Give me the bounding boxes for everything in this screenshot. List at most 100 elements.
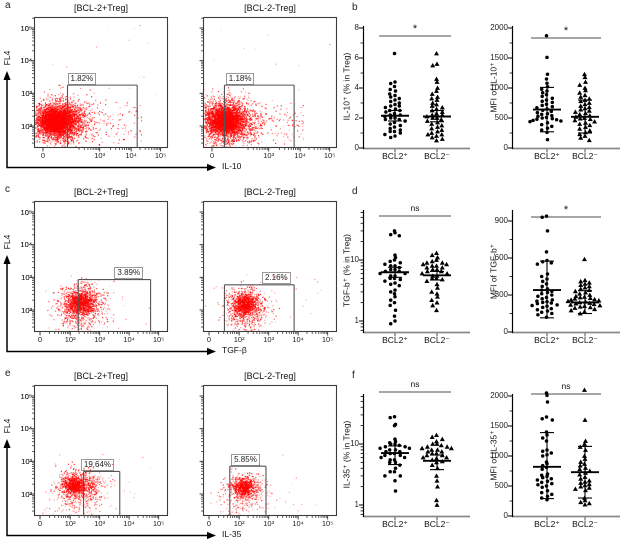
scatter-y-tick-label: 10	[350, 439, 359, 449]
scatter-y-tick-label: 500	[494, 113, 508, 123]
flow-x-tick-label: 0	[206, 519, 212, 528]
scatter-points-bcl2neg	[424, 51, 445, 143]
error-bar	[540, 86, 554, 133]
scatter-points-bcl2neg	[572, 71, 598, 143]
flow-x-tick-label: 0	[40, 151, 46, 160]
dot-plot	[508, 210, 620, 337]
error-bar	[430, 454, 444, 471]
flow-x-tick-label: 10²	[64, 519, 76, 528]
flow-x-tick-label: 10⁴	[125, 151, 137, 160]
scatter-y-tick-label: 1	[354, 500, 359, 510]
scatter-points-bcl2neg	[419, 250, 450, 313]
flow-dot-cloud	[34, 385, 168, 516]
scatter-y-tick-label: 0	[503, 511, 508, 521]
error-bar	[430, 109, 444, 123]
dot-plot	[508, 387, 620, 521]
category-label: BCL2⁺	[382, 151, 408, 161]
flow-dot-cloud	[34, 17, 168, 148]
flow-y-tick-label: 10²	[21, 305, 32, 315]
flow-plot-title: [BCL-2-Treg]	[244, 3, 296, 13]
flow-x-tick-label: 10²	[233, 519, 245, 528]
error-bar	[578, 290, 592, 315]
category-label: BCL2⁺	[534, 519, 560, 529]
flow-x-tick-label: 10⁵	[321, 519, 334, 528]
flow-x-axis-label: IL-35	[222, 529, 242, 539]
scatter-points-bcl2neg	[565, 256, 603, 316]
flow-x-axis-label: TGF-β	[222, 345, 247, 355]
flow-x-tick-label: 10⁵	[152, 335, 165, 344]
flow-y-tick-label: 10²	[21, 121, 32, 131]
flow-dot-cloud	[203, 201, 337, 332]
scatter-y-axis-label: MFI of TGF-b⁺	[488, 243, 499, 300]
flow-dot-cloud	[203, 385, 337, 516]
flow-plot-title: [BCL-2-Treg]	[244, 187, 296, 197]
scatter-y-tick-label: 8	[354, 23, 359, 33]
flow-x-tick-label: 10⁴	[294, 151, 306, 160]
scatter-points-bcl2neg	[419, 432, 454, 507]
flow-x-tick-label: 10⁵	[154, 151, 167, 160]
flow-dot-cloud	[203, 17, 337, 148]
category-label: BCL2⁻	[424, 519, 450, 529]
scatter-y-tick-label: 500	[494, 481, 508, 491]
scatter-y-tick-label: 300	[494, 290, 508, 300]
error-bar	[388, 109, 402, 122]
flow-x-tick-label: 10²	[64, 335, 76, 344]
dot-plot	[359, 210, 470, 337]
flow-x-tick-label: 10²	[233, 335, 245, 344]
flow-y-tick-label: 10⁴	[20, 424, 32, 434]
scatter-y-tick-label: 0	[503, 143, 508, 153]
scatter-points-bcl2pos	[378, 229, 407, 326]
category-label: BCL2⁺	[534, 151, 560, 161]
scatter-points-bcl2pos	[535, 391, 555, 502]
category-label: BCL2⁻	[424, 151, 450, 161]
flow-plot-title: [BCL-2+Treg]	[74, 371, 128, 381]
flow-plot-title: [BCL-2+Treg]	[74, 3, 128, 13]
flow-x-tick-label: 0	[37, 335, 43, 344]
scatter-y-axis-label: TGF-b⁺ (% in Treg)	[341, 234, 352, 307]
dot-plot	[359, 26, 470, 153]
flow-y-tick-label: 10⁵	[20, 207, 32, 217]
flow-y-tick-label: 10³	[21, 456, 32, 466]
flow-x-tick-label: 10⁴	[292, 335, 304, 344]
error-bar	[388, 445, 402, 466]
flow-y-tick-label: 10²	[21, 305, 32, 315]
scatter-points-bcl2pos	[383, 51, 407, 140]
scatter-y-tick-label: 0	[354, 143, 359, 153]
scatter-y-tick-label: 900	[494, 216, 508, 226]
category-label: BCL2⁻	[572, 519, 598, 529]
flow-y-tick-label: 10⁴	[20, 240, 32, 250]
significance-text: ns	[410, 379, 420, 389]
error-bar	[540, 432, 554, 500]
error-bar	[430, 270, 444, 281]
flow-y-tick-label: 10⁵	[20, 391, 32, 401]
scatter-y-tick-label: 10	[350, 255, 359, 265]
flow-y-tick-label: 10²	[21, 489, 32, 499]
flow-x-tick-label: 10³	[263, 519, 275, 528]
panel-letter-c: c	[5, 184, 10, 195]
scatter-y-tick-label: 2	[354, 113, 359, 123]
scatter-y-tick-label: 2000	[490, 23, 508, 33]
scatter-points-bcl2pos	[530, 214, 559, 319]
significance-text: *	[563, 25, 569, 37]
significance-text: *	[412, 23, 418, 35]
flow-y-tick-label: 10³	[21, 456, 32, 466]
flow-y-tick-label: 10⁴	[20, 240, 32, 250]
category-label: BCL2⁺	[534, 335, 560, 345]
panel-letter-d: d	[352, 186, 358, 197]
category-label: BCL2⁺	[382, 335, 408, 345]
error-bar	[578, 445, 592, 499]
flow-x-tick-label: 0	[37, 519, 43, 528]
error-bar	[540, 260, 554, 319]
flow-x-tick-label: 10³	[94, 519, 106, 528]
panel-letter-e: e	[5, 368, 11, 379]
panel-letter-f: f	[352, 370, 355, 381]
scatter-points-bcl2pos	[528, 34, 563, 142]
category-label: BCL2⁻	[572, 151, 598, 161]
flow-x-tick-label: 10³	[263, 151, 275, 160]
dot-plot	[508, 26, 620, 153]
flow-x-tick-label: 0	[206, 335, 212, 344]
scatter-y-tick-label: 1	[354, 316, 359, 326]
panel-letter-b: b	[352, 2, 358, 13]
flow-y-tick-label: 10³	[21, 272, 32, 282]
flow-y-tick-label: 10³	[21, 272, 32, 282]
